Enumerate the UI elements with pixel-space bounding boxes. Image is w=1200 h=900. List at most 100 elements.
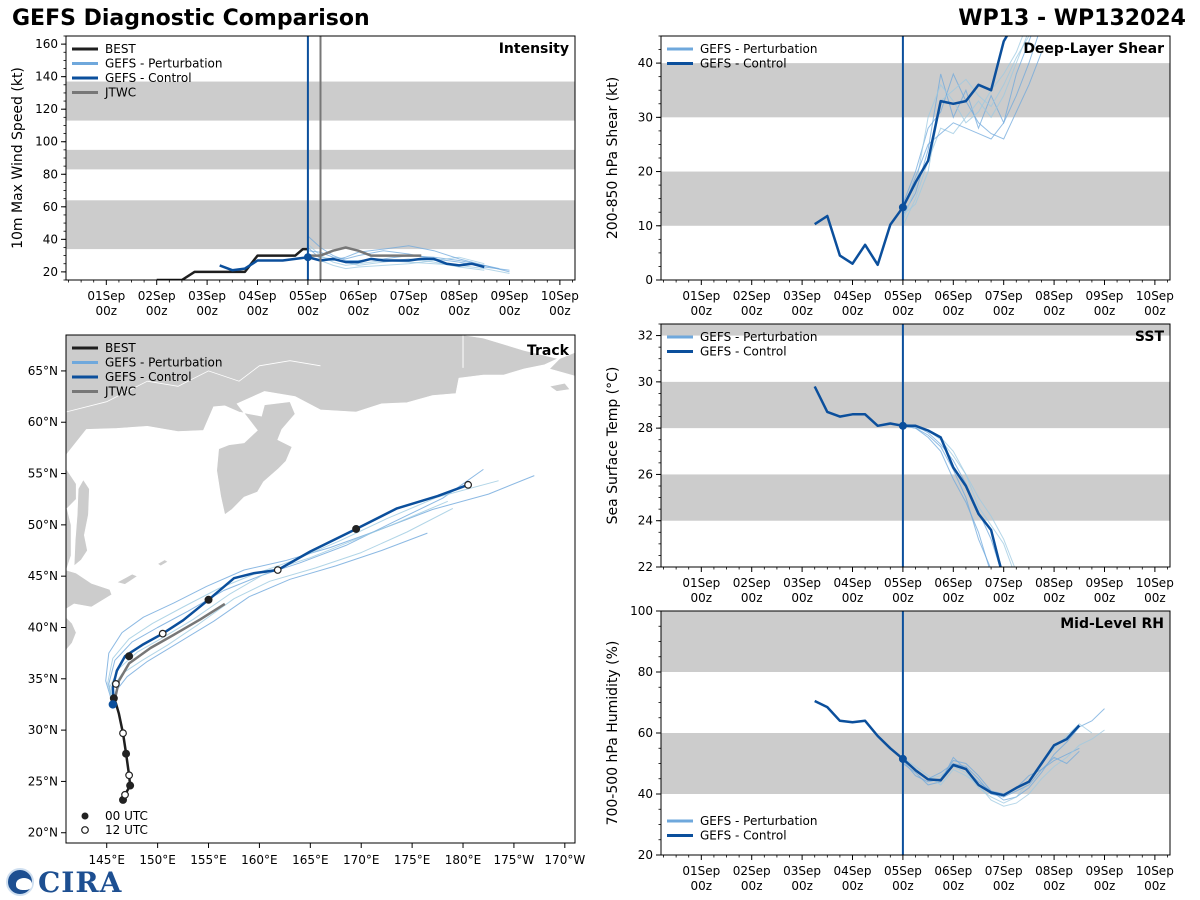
rh-ytick-3: 80 (638, 665, 653, 679)
sst-xtick-hour-4: 00z (892, 591, 914, 605)
sst-ytick-4: 30 (638, 375, 653, 389)
intensity-ytick-0: 20 (43, 265, 58, 279)
shear-xtick-hour-0: 00z (691, 304, 713, 318)
shear-xtick-hour-3: 00z (842, 304, 864, 318)
track-ytick-9: 65°N (28, 364, 58, 378)
rh-xtick-hour-0: 00z (691, 879, 713, 893)
intensity-xtick-hour-8: 00z (499, 304, 521, 318)
intensity-xtick-day-9: 10Sep (541, 289, 579, 303)
shear-init-marker (898, 203, 907, 212)
track-marker-legend-label-1: 12 UTC (105, 823, 148, 837)
intensity-panel-title: Intensity (499, 41, 569, 57)
rh-init-marker (898, 754, 907, 763)
land-sakhalin (73, 479, 90, 567)
sst-xtick-hour-0: 00z (691, 591, 713, 605)
track-marker-12utc-4 (158, 629, 167, 638)
intensity-xtick-day-7: 08Sep (440, 289, 478, 303)
intensity-control-line (219, 255, 485, 272)
sst-init-marker (898, 421, 907, 430)
intensity-ytick-4: 100 (35, 135, 58, 149)
sst-xtick-hour-8: 00z (1094, 591, 1116, 605)
track-legend-label-3: JTWC (104, 385, 136, 399)
track-marker-00utc-2 (122, 749, 131, 758)
rh-panel-title: Mid-Level RH (1060, 616, 1164, 632)
track-xtick-0: 145°E (88, 853, 125, 867)
sst-xtick-hour-9: 00z (1144, 591, 1166, 605)
rh-perturbation-member-3 (902, 729, 1105, 807)
sst-xtick-day-5: 06Sep (934, 576, 972, 590)
sst-xtick-hour-1: 00z (741, 591, 763, 605)
rh-ytick-4: 100 (630, 604, 653, 618)
intensity-xtick-day-5: 06Sep (339, 289, 377, 303)
rh-xtick-day-0: 01Sep (682, 864, 720, 878)
shear-xtick-hour-9: 00z (1144, 304, 1166, 318)
rh-xtick-day-1: 02Sep (733, 864, 771, 878)
intensity-xtick-day-3: 04Sep (239, 289, 277, 303)
shear-xtick-day-8: 09Sep (1086, 289, 1124, 303)
intensity-ytick-5: 120 (35, 102, 58, 116)
track-legend-label-2: GEFS - Control (105, 370, 192, 384)
rh-xtick-day-4: 05Sep (884, 864, 922, 878)
track-perturbation-member-0 (108, 468, 484, 705)
rh-xtick-day-7: 08Sep (1035, 864, 1073, 878)
shear-xtick-hour-6: 00z (993, 304, 1015, 318)
sst-ytick-2: 26 (638, 467, 653, 481)
rh-xtick-hour-2: 00z (791, 879, 813, 893)
rh-xtick-day-5: 06Sep (934, 864, 972, 878)
noaa-cira-logo: CIRA (4, 866, 121, 899)
rh-xtick-hour-3: 00z (842, 879, 864, 893)
shear-ytick-2: 20 (638, 165, 653, 179)
shear-ytick-3: 30 (638, 110, 653, 124)
rh-xtick-hour-6: 00z (993, 879, 1015, 893)
intensity-ytick-6: 140 (35, 70, 58, 84)
storm-id-title: WP13 - WP132024 (958, 6, 1186, 31)
sst-panel: 01Sep00z02Sep00z03Sep00z04Sep00z05Sep00z… (605, 323, 1174, 605)
track-jtwc-line (113, 602, 226, 700)
sst-xtick-hour-5: 00z (943, 591, 965, 605)
intensity-init-marker (303, 253, 312, 262)
track-xtick-7: 180°E (445, 853, 482, 867)
track-marker-legend-label-0: 00 UTC (105, 809, 148, 823)
land-kamchatka-chukotka (66, 335, 559, 516)
intensity-xtick-hour-4: 00z (297, 304, 319, 318)
figure-title: GEFS Diagnostic Comparison (12, 6, 370, 31)
shear-perturbation-member-3 (902, 36, 1024, 221)
land-st-lawrence (548, 382, 571, 392)
intensity-xtick-day-6: 07Sep (390, 289, 428, 303)
intensity-legend-label-0: BEST (105, 42, 136, 56)
track-ytick-5: 45°N (28, 569, 58, 583)
track-legend-marker-00utc (81, 812, 89, 820)
cira-logo-text: CIRA (38, 866, 123, 899)
admin-border-2 (66, 380, 148, 413)
sst-panel-title: SST (1135, 329, 1165, 345)
track-marker-12utc-3 (111, 680, 120, 688)
intensity-ylabel: 10m Max Wind Speed (kt) (10, 67, 26, 249)
shear-xtick-hour-8: 00z (1094, 304, 1116, 318)
rh-xtick-hour-1: 00z (741, 879, 763, 893)
intensity-ytick-1: 40 (43, 232, 58, 246)
shear-legend-label-0: GEFS - Perturbation (700, 42, 817, 56)
shear-xtick-day-3: 04Sep (834, 289, 872, 303)
rh-ytick-2: 60 (638, 726, 653, 740)
sst-ylabel: Sea Surface Temp (°C) (605, 367, 621, 525)
track-marker-12utc-0 (121, 790, 129, 799)
intensity-xtick-day-2: 03Sep (188, 289, 226, 303)
rh-xtick-day-8: 09Sep (1086, 864, 1124, 878)
land-honshu (66, 616, 77, 651)
sst-shaded-band-0 (661, 474, 1170, 521)
intensity-ytick-7: 160 (35, 37, 58, 51)
track-legend-marker-12utc (81, 826, 89, 834)
intensity-jtwc-line (307, 246, 422, 257)
shear-xtick-day-1: 02Sep (733, 289, 771, 303)
shear-panel: 01Sep00z02Sep00z03Sep00z04Sep00z05Sep00z… (605, 35, 1174, 318)
sst-ytick-5: 32 (638, 329, 653, 343)
intensity-xtick-hour-0: 00z (96, 304, 118, 318)
land-hokkaido (66, 569, 113, 610)
intensity-xtick-day-1: 02Sep (138, 289, 176, 303)
sst-xtick-day-4: 05Sep (884, 576, 922, 590)
track-perturbation-member-2 (105, 475, 535, 705)
sst-xtick-day-6: 07Sep (985, 576, 1023, 590)
shear-control-line (814, 36, 1009, 267)
track-marker-00utc-5 (204, 595, 213, 604)
sst-shaded-band-2 (661, 324, 1170, 336)
